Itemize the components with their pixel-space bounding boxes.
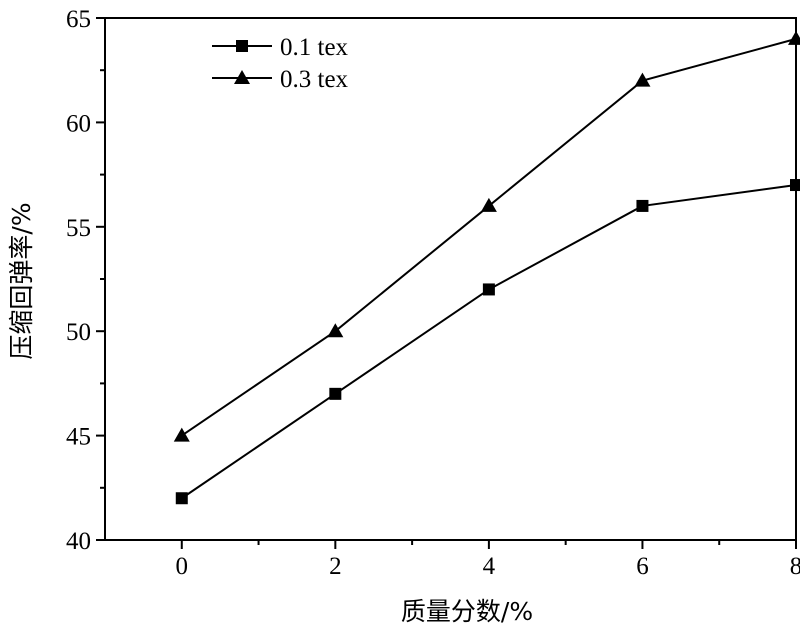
series-1-point-8	[790, 179, 800, 192]
x-tick-label-4: 4	[483, 553, 496, 580]
legend-item-2: 0.3 tex	[212, 66, 349, 93]
x-tick-label-6: 6	[636, 553, 649, 580]
legend-marker-1	[236, 40, 248, 52]
series-layer	[173, 30, 800, 505]
legend-label-2: 0.3 tex	[280, 66, 349, 93]
y-tick-label-65: 65	[66, 6, 91, 33]
y-tick-label-50: 50	[66, 319, 91, 346]
series-1-point-4	[482, 283, 495, 296]
series-2-point-0	[173, 427, 190, 442]
series-1-line	[181, 184, 797, 500]
axes	[104, 17, 797, 541]
y-axis-title: 压缩回弹率/%	[7, 202, 36, 359]
series-1-point-0	[175, 492, 188, 505]
y-tick-label-60: 60	[66, 110, 91, 137]
y-tick-label-55: 55	[66, 215, 91, 242]
series-2-point-2	[327, 323, 344, 338]
y-tick-label-40: 40	[66, 528, 91, 555]
plot-frame	[104, 17, 797, 541]
x-tick-label-2: 2	[329, 553, 342, 580]
series-1	[175, 179, 800, 505]
legend-label-1: 0.1 tex	[280, 34, 349, 61]
legend-item-1: 0.1 tex	[212, 34, 349, 61]
x-tick-label-0: 0	[176, 553, 189, 580]
series-2-point-6	[634, 72, 651, 87]
series-2	[173, 30, 800, 442]
legend: 0.1 tex 0.3 tex	[212, 34, 349, 93]
legend-marker-2	[234, 70, 250, 84]
x-axis-title: 质量分数/%	[401, 597, 533, 626]
series-1-point-2	[329, 387, 342, 400]
ticks: 0 2 4 6 8 40 45 50 55 60 65	[66, 6, 800, 580]
x-tick-label-8: 8	[790, 553, 800, 580]
y-tick-label-45: 45	[66, 424, 91, 451]
series-2-line	[181, 37, 797, 437]
series-2-point-8	[788, 30, 800, 45]
series-1-point-6	[636, 199, 649, 212]
series-2-point-4	[480, 197, 497, 212]
